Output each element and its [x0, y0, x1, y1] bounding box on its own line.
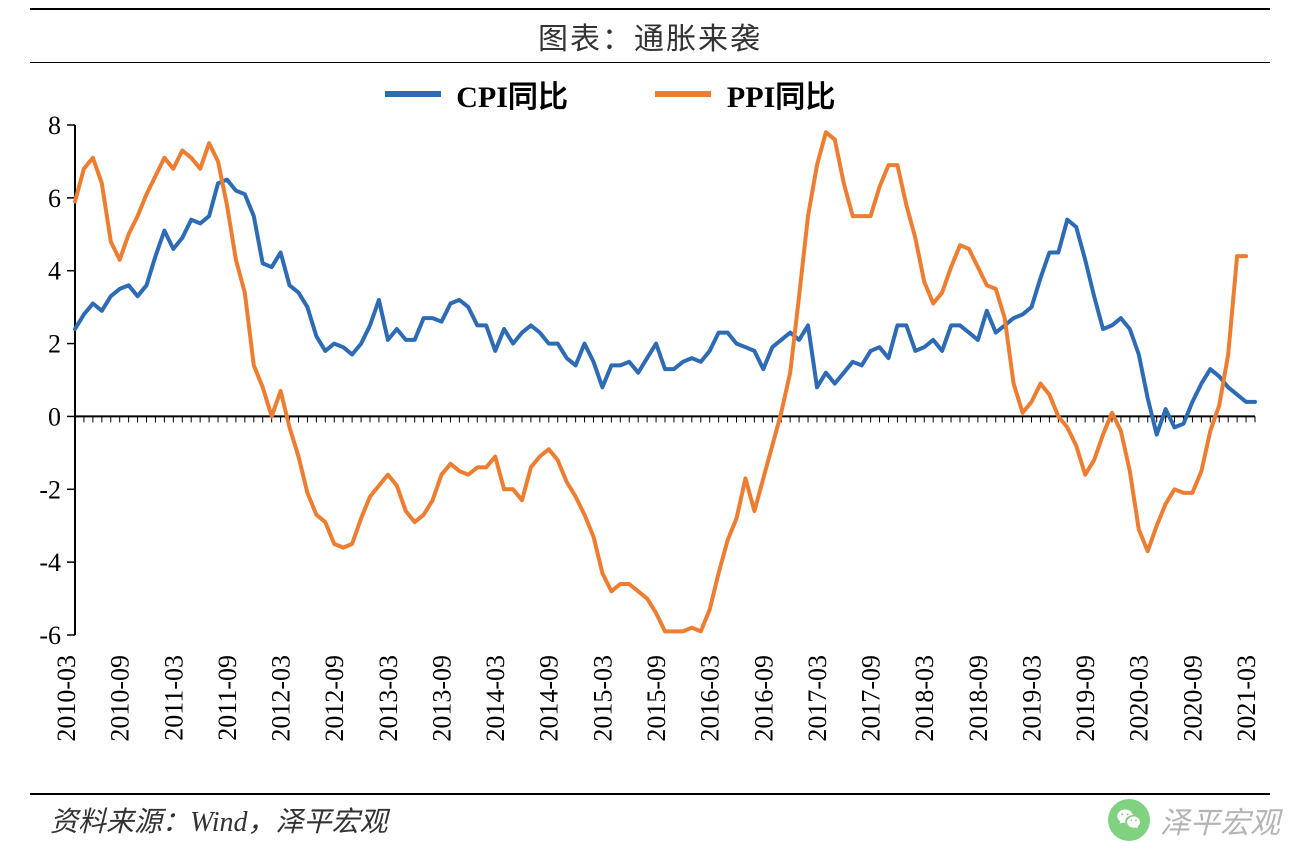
svg-text:2017-09: 2017-09 — [857, 655, 886, 742]
svg-text:2016-03: 2016-03 — [696, 655, 725, 742]
svg-text:0: 0 — [48, 402, 61, 431]
chart-title: 图表：通胀来袭 — [30, 8, 1270, 63]
legend-swatch-cpi — [385, 91, 441, 97]
watermark: 泽平宏观 — [1108, 798, 1280, 842]
legend: CPI同比 PPI同比 — [0, 72, 1300, 116]
svg-text:2021-03: 2021-03 — [1232, 655, 1261, 742]
svg-text:4: 4 — [48, 257, 61, 286]
legend-swatch-ppi — [655, 91, 711, 97]
svg-text:2013-09: 2013-09 — [427, 655, 456, 742]
svg-text:2016-09: 2016-09 — [749, 655, 778, 742]
svg-text:2019-09: 2019-09 — [1071, 655, 1100, 742]
svg-text:2015-09: 2015-09 — [642, 655, 671, 742]
svg-text:2011-03: 2011-03 — [159, 655, 188, 741]
chart-plot-area: -6-4-2024682010-032010-092011-032011-092… — [75, 115, 1255, 645]
wechat-icon — [1108, 799, 1150, 841]
svg-text:2: 2 — [48, 330, 61, 359]
svg-text:2013-03: 2013-03 — [374, 655, 403, 742]
svg-text:-6: -6 — [39, 621, 61, 650]
legend-label-ppi: PPI同比 — [727, 81, 835, 114]
svg-text:2014-03: 2014-03 — [481, 655, 510, 742]
svg-text:2014-09: 2014-09 — [535, 655, 564, 742]
svg-text:2018-09: 2018-09 — [964, 655, 993, 742]
svg-text:2015-03: 2015-03 — [588, 655, 617, 742]
svg-text:2018-03: 2018-03 — [910, 655, 939, 742]
svg-text:2010-09: 2010-09 — [106, 655, 135, 742]
chart-svg: -6-4-2024682010-032010-092011-032011-092… — [75, 115, 1255, 645]
bottom-rule — [30, 793, 1270, 795]
watermark-text: 泽平宏观 — [1160, 798, 1280, 842]
svg-text:-2: -2 — [39, 475, 61, 504]
svg-text:6: 6 — [48, 184, 61, 213]
svg-text:8: 8 — [48, 111, 61, 140]
title-text: 图表：通胀来袭 — [538, 23, 762, 56]
svg-text:2010-03: 2010-03 — [52, 655, 81, 742]
source-text: 资料来源：Wind，泽平宏观 — [50, 800, 388, 840]
svg-text:2011-09: 2011-09 — [213, 655, 242, 741]
svg-text:2012-09: 2012-09 — [320, 655, 349, 742]
svg-text:2020-03: 2020-03 — [1125, 655, 1154, 742]
svg-text:-4: -4 — [39, 548, 61, 577]
svg-text:2019-03: 2019-03 — [1017, 655, 1046, 742]
svg-text:2012-03: 2012-03 — [267, 655, 296, 742]
legend-label-cpi: CPI同比 — [456, 81, 568, 114]
chart-container: 图表：通胀来袭 CPI同比 PPI同比 -6-4-2024682010-0320… — [0, 0, 1300, 862]
svg-text:2017-03: 2017-03 — [803, 655, 832, 742]
svg-text:2020-09: 2020-09 — [1178, 655, 1207, 742]
